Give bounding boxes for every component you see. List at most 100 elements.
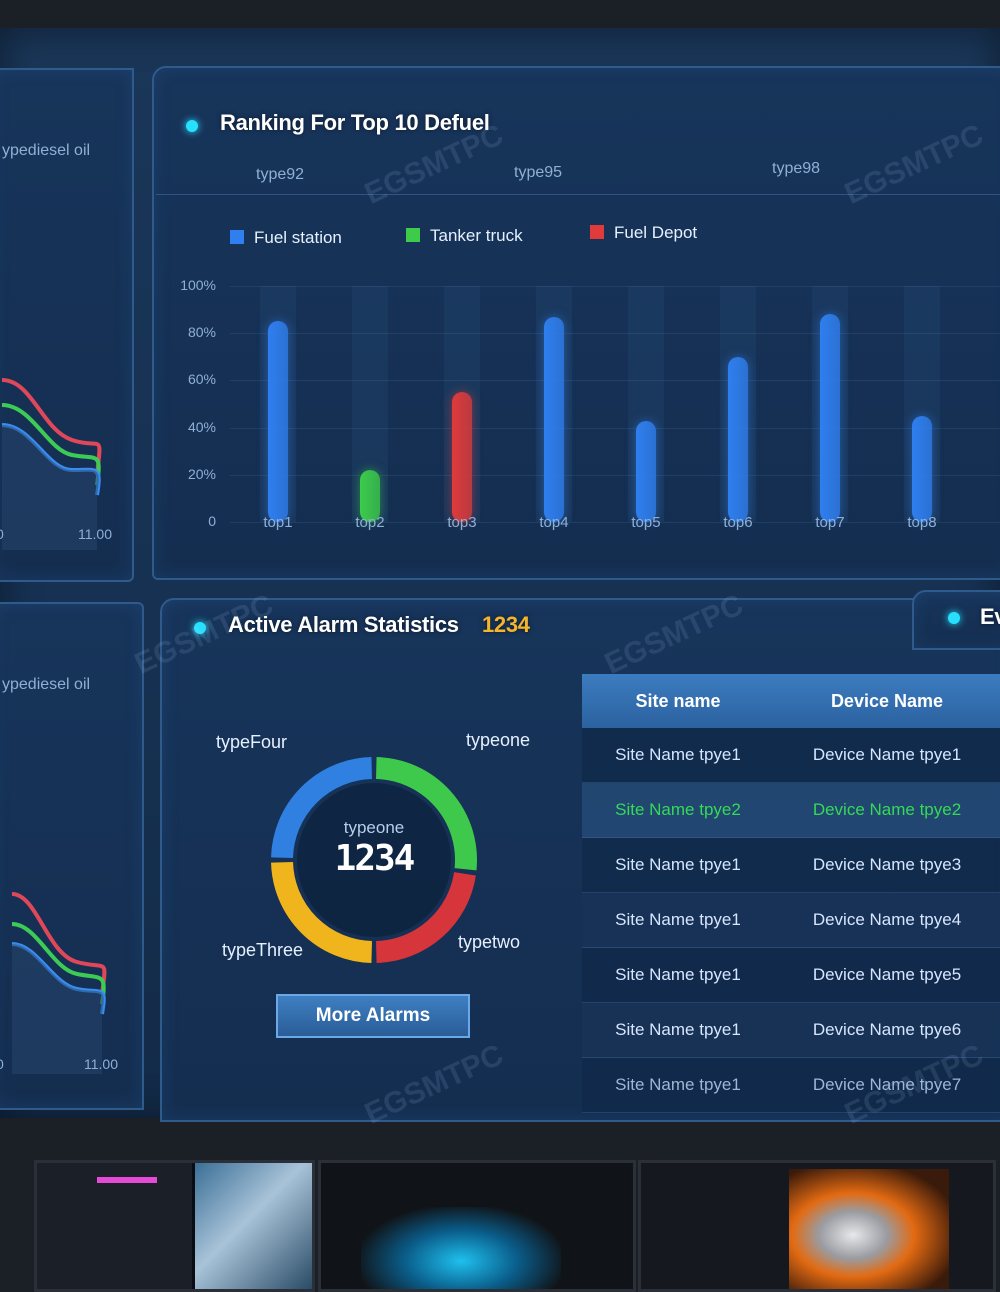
table-row[interactable]: Site Name tpye1 Device Name tpye7 [582, 1057, 1000, 1113]
bar-top8[interactable] [912, 415, 932, 522]
donut-segment-typeone[interactable] [375, 757, 477, 871]
bar-top4[interactable] [544, 316, 564, 522]
site-name-cell: Site Name tpye1 [582, 728, 774, 783]
site-name-cell: Site Name tpye2 [582, 782, 774, 838]
left-panel-top: ypediesel oil 0 11.00 [0, 68, 134, 582]
y-tick-label: 80% [187, 324, 216, 341]
donut-label-typeone: typeone [466, 730, 531, 750]
grid-line [230, 333, 1000, 335]
device-name-cell: Device Name tpye7 [773, 1057, 1000, 1113]
device-name-cell: Device Name tpye3 [773, 837, 1000, 893]
y-tick-label: 20% [187, 465, 216, 482]
table-row[interactable]: Site Name tpye1 Device Name tpye3 [582, 837, 1000, 893]
grid-line [230, 474, 1000, 476]
x-tick-label: top2 [355, 514, 385, 531]
bar-top3[interactable] [452, 392, 472, 522]
ranking-title: Ranking For Top 10 Defuel [220, 110, 490, 135]
legend-tanker-truck-label: Tanker truck [430, 226, 523, 245]
monitor-left-screen [37, 1163, 192, 1289]
y-tick-label: 40% [187, 418, 216, 435]
alarm-count-badge: 1234 [482, 612, 530, 637]
donut-center-value: 1234 [334, 838, 416, 879]
donut-label-typethree: typeThree [222, 940, 304, 960]
left-panel-top-line-chart [1, 378, 102, 550]
left-panel-bottom-line-chart [11, 892, 107, 1074]
donut-label-typefour: typeFour [216, 732, 288, 752]
x-tick-label: top6 [723, 514, 753, 531]
donut-label-typetwo: typetwo [458, 932, 521, 952]
column-header-device-name[interactable]: Device Name [773, 674, 1000, 728]
device-name-cell: Device Name tpye2 [773, 782, 1000, 838]
table-row-selected[interactable]: Site Name tpye2 Device Name tpye2 [582, 782, 1000, 838]
tab-type95[interactable]: type95 [514, 164, 563, 181]
left-panel-bottom: ypediesel oil 0 11.00 [0, 602, 144, 1110]
grid-line [230, 522, 1000, 523]
donut-inner [297, 783, 451, 937]
ranking-panel [152, 66, 1000, 580]
table-row[interactable]: Site Name tpye1 Device Name tpye5 [582, 947, 1000, 1003]
monitor-left-highlight [97, 1177, 157, 1183]
legend-fuel-depot: Fuel Depot [590, 223, 697, 243]
grid-line [230, 286, 1000, 287]
site-name-cell: Site Name tpye1 [582, 892, 774, 948]
monitor-right-artwork [789, 1169, 949, 1289]
y-tick-label: 100% [180, 277, 216, 293]
device-name-cell: Device Name tpye6 [773, 1002, 1000, 1058]
bar-top6[interactable] [728, 356, 748, 522]
x-tick-label: top4 [539, 514, 569, 531]
alarm-table-header: Site name Device Name [582, 674, 1000, 728]
y-tick-label: 0 [208, 513, 216, 529]
donut-segment-typetwo[interactable] [375, 871, 476, 963]
legend-fuel-depot-swatch [590, 225, 604, 239]
right-peek-title: Ev [980, 604, 1000, 629]
tab-divider [156, 194, 1000, 195]
tab-type98[interactable]: type98 [772, 160, 821, 177]
table-row[interactable]: Site Name tpye1 Device Name tpye6 [582, 1002, 1000, 1058]
device-name-cell: Device Name tpye4 [773, 892, 1000, 948]
table-row[interactable]: Site Name tpye1 Device Name tpye1 [582, 728, 1000, 783]
ranking-title-dot-icon [186, 120, 198, 132]
alarm-title-dot-icon [194, 622, 206, 634]
monitor-right [638, 1160, 996, 1292]
bar-top7[interactable] [820, 314, 840, 522]
bar-top1[interactable] [268, 321, 288, 522]
left-panel-bottom-x-start: 0 [0, 1056, 4, 1072]
legend-tanker-truck: Tanker truck [406, 226, 523, 246]
donut-segment-typefour[interactable] [271, 757, 373, 859]
legend-fuel-station-label: Fuel station [254, 228, 342, 247]
x-tick-label: top3 [447, 514, 477, 531]
dashboard-screen: ypediesel oil 0 11.00 ypediesel oil 0 11… [0, 28, 1000, 1131]
legend-fuel-station: Fuel station [230, 228, 342, 248]
left-panel-bottom-label: ypediesel oil [2, 676, 91, 693]
left-panel-top-label: ypediesel oil [2, 142, 91, 159]
bar-top2[interactable] [360, 470, 380, 522]
device-name-cell: Device Name tpye1 [773, 728, 1000, 783]
site-name-cell: Site Name tpye1 [582, 1002, 774, 1058]
x-tick-label: top8 [907, 514, 937, 531]
monitor-center [318, 1160, 636, 1292]
x-tick-label: top1 [263, 514, 293, 531]
more-alarms-button[interactable]: More Alarms [276, 994, 470, 1038]
tab-type92[interactable]: type92 [256, 166, 305, 183]
bar-top5[interactable] [636, 420, 656, 522]
site-name-cell: Site Name tpye1 [582, 947, 774, 1003]
grid-line [230, 427, 1000, 429]
table-row[interactable]: Site Name tpye1 Device Name tpye4 [582, 892, 1000, 948]
right-peek-dot-icon [948, 612, 960, 624]
donut-segment-typethree[interactable] [271, 861, 373, 963]
legend-fuel-station-swatch [230, 230, 244, 244]
monitor-left [34, 1160, 315, 1292]
left-panel-top-x-end: 11.00 [78, 526, 112, 542]
column-header-site-name[interactable]: Site name [582, 674, 774, 728]
legend-tanker-truck-swatch [406, 228, 420, 242]
site-name-cell: Site Name tpye1 [582, 837, 774, 893]
alarm-donut-chart [271, 757, 477, 963]
x-tick-label: top5 [631, 514, 661, 531]
site-name-cell: Site Name tpye1 [582, 1057, 774, 1113]
alarm-table: Site name Device Name Site Name tpye1 De… [582, 674, 1000, 1113]
grid-line [230, 380, 1000, 382]
donut-center-label: typeone [343, 818, 405, 837]
left-panel-top-x-start: 0 [0, 526, 4, 542]
left-panel-bottom-x-end: 11.00 [84, 1056, 118, 1072]
x-tick-label: top7 [815, 514, 845, 531]
